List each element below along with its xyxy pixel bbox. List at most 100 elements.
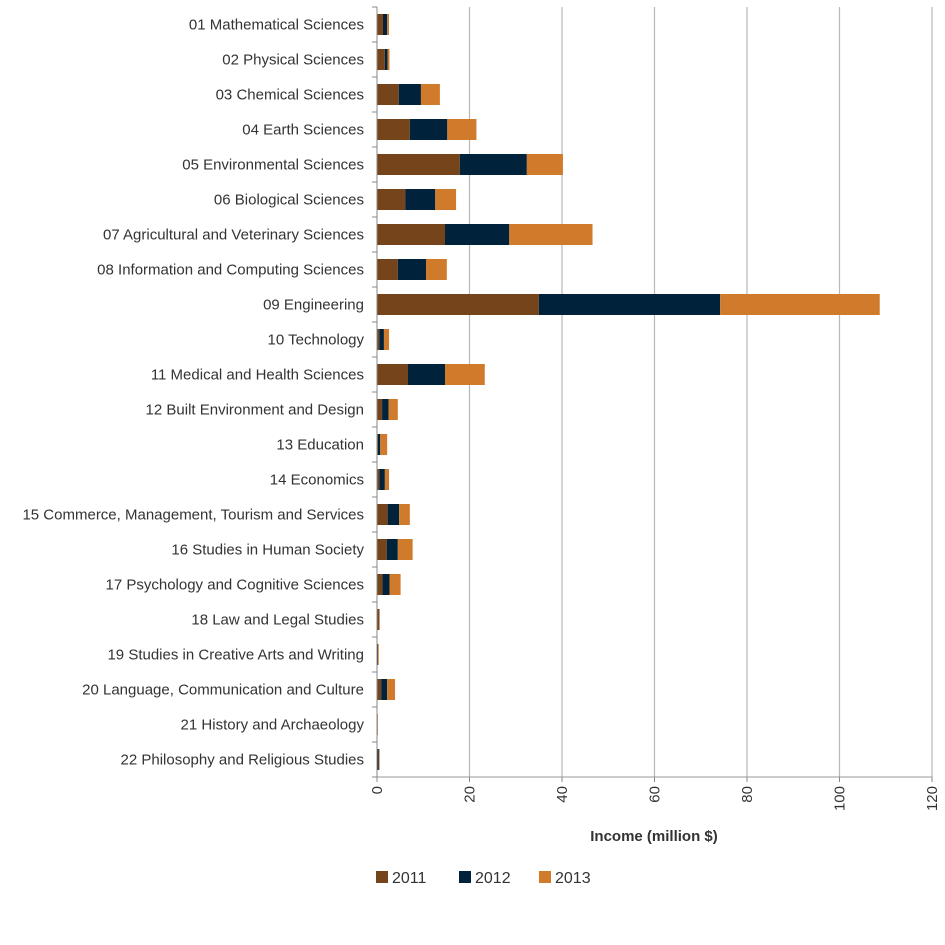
bar-segment-2011	[377, 14, 384, 35]
bar-segment-2013	[435, 189, 457, 210]
bar-segment-2011	[377, 504, 388, 525]
bar-segment-2013	[397, 539, 413, 560]
x-tick-label: 80	[739, 786, 756, 803]
bar-segment-2013	[380, 434, 388, 455]
category-label: 02 Physical Sciences	[222, 52, 364, 69]
bar-segment-2012	[386, 539, 398, 560]
bar-segment-2011	[377, 364, 408, 385]
bar-segment-2013	[509, 224, 593, 245]
category-label: 20 Language, Communication and Culture	[82, 682, 364, 699]
bar-segment-2011	[377, 224, 445, 245]
legend-item-2012: 2012	[459, 870, 511, 887]
bar-segment-2011	[377, 399, 383, 420]
x-axis: 0 20 40 60 80 100 120	[369, 776, 941, 811]
bar-segment-2013	[389, 574, 401, 595]
category-label: 17 Psychology and Cognitive Sciences	[106, 577, 365, 594]
bar-segment-2011	[377, 609, 379, 630]
category-label: 04 Earth Sciences	[242, 122, 364, 139]
bar-segment-2013	[399, 504, 410, 525]
bar-segment-2013	[526, 154, 563, 175]
bar-segment-2011	[377, 329, 380, 350]
bar-segment-2012	[459, 154, 527, 175]
category-label: 01 Mathematical Sciences	[189, 17, 364, 34]
bar-segment-2012	[405, 189, 436, 210]
category-label: 18 Law and Legal Studies	[191, 612, 364, 629]
bar-segment-2011	[377, 574, 383, 595]
legend-swatch	[459, 871, 471, 883]
bar-segment-2011	[377, 294, 539, 315]
bar-segment-2012	[384, 49, 388, 70]
bar-segment-2012	[382, 574, 390, 595]
bar-segment-2011	[377, 539, 387, 560]
bars	[377, 14, 880, 770]
bar-segment-2012	[377, 749, 379, 770]
bar-segment-2013	[447, 119, 477, 140]
category-label: 15 Commerce, Management, Tourism and Ser…	[22, 507, 364, 524]
bar-segment-2012	[379, 329, 384, 350]
bar-segment-2012	[382, 399, 389, 420]
category-label: 19 Studies in Creative Arts and Writing	[107, 647, 364, 664]
legend-item-2011: 2011	[376, 870, 427, 887]
legend-swatch	[376, 871, 388, 883]
x-tick-label: 120	[924, 786, 941, 811]
bar-segment-2012	[383, 14, 388, 35]
bar-segment-2012	[397, 259, 427, 280]
bar-segment-2011	[377, 49, 385, 70]
bar-segment-2012	[379, 469, 385, 490]
category-label: 13 Education	[276, 437, 364, 454]
x-tick-label: 0	[369, 786, 386, 794]
category-label: 08 Information and Computing Sciences	[97, 262, 364, 279]
category-label: 06 Biological Sciences	[214, 192, 364, 209]
bar-segment-2013	[387, 679, 396, 700]
legend: 2011 2012 2013	[376, 870, 591, 887]
bar-segment-2013	[720, 294, 880, 315]
bar-segment-2012	[387, 504, 400, 525]
x-tick-label: 20	[462, 786, 479, 803]
bar-segment-2012	[377, 434, 381, 455]
bar-segment-2013	[377, 644, 379, 665]
bar-segment-2011	[377, 259, 398, 280]
category-label: 21 History and Archaeology	[181, 717, 365, 734]
category-label: 22 Philosophy and Religious Studies	[121, 752, 365, 769]
bar-segment-2011	[377, 84, 399, 105]
category-label: 10 Technology	[268, 332, 365, 349]
category-label: 12 Built Environment and Design	[146, 402, 364, 419]
bar-segment-2012	[378, 609, 380, 630]
gridlines	[468, 7, 933, 777]
bar-segment-2013	[444, 364, 485, 385]
bar-segment-2011	[377, 469, 380, 490]
category-label: 14 Economics	[270, 472, 364, 489]
category-label: 09 Engineering	[263, 297, 364, 314]
category-label: 16 Studies in Human Society	[171, 542, 364, 559]
x-tick-label: 60	[647, 786, 664, 803]
bar-segment-2011	[377, 119, 410, 140]
bar-segment-2011	[377, 154, 460, 175]
bar-segment-2013	[387, 14, 390, 35]
legend-label: 2012	[475, 870, 511, 887]
bar-segment-2012	[409, 119, 448, 140]
bar-segment-2011	[377, 679, 382, 700]
legend-item-2013: 2013	[539, 870, 591, 887]
y-axis: 01 Mathematical Sciences 02 Physical Scie…	[22, 6, 378, 778]
bar-segment-2013	[388, 399, 398, 420]
legend-label: 2013	[555, 870, 591, 887]
bar-segment-2013	[387, 49, 390, 70]
category-label: 05 Environmental Sciences	[182, 157, 364, 174]
category-label: 03 Chemical Sciences	[216, 87, 364, 104]
legend-swatch	[539, 871, 551, 883]
bar-segment-2013	[378, 609, 380, 630]
bar-segment-2012	[407, 364, 445, 385]
bar-segment-2012	[381, 679, 388, 700]
x-tick-label: 40	[554, 786, 571, 803]
category-label: 11 Medical and Health Sciences	[151, 367, 364, 384]
bar-segment-2013	[426, 259, 447, 280]
x-axis-title: Income (million $)	[590, 828, 718, 845]
bar-segment-2013	[378, 749, 380, 770]
x-tick-label: 100	[832, 786, 849, 811]
bar-segment-2012	[398, 84, 421, 105]
bar-segment-2011	[377, 189, 406, 210]
bar-segment-2012	[538, 294, 721, 315]
bar-segment-2012	[444, 224, 510, 245]
bar-segment-2013	[384, 469, 390, 490]
